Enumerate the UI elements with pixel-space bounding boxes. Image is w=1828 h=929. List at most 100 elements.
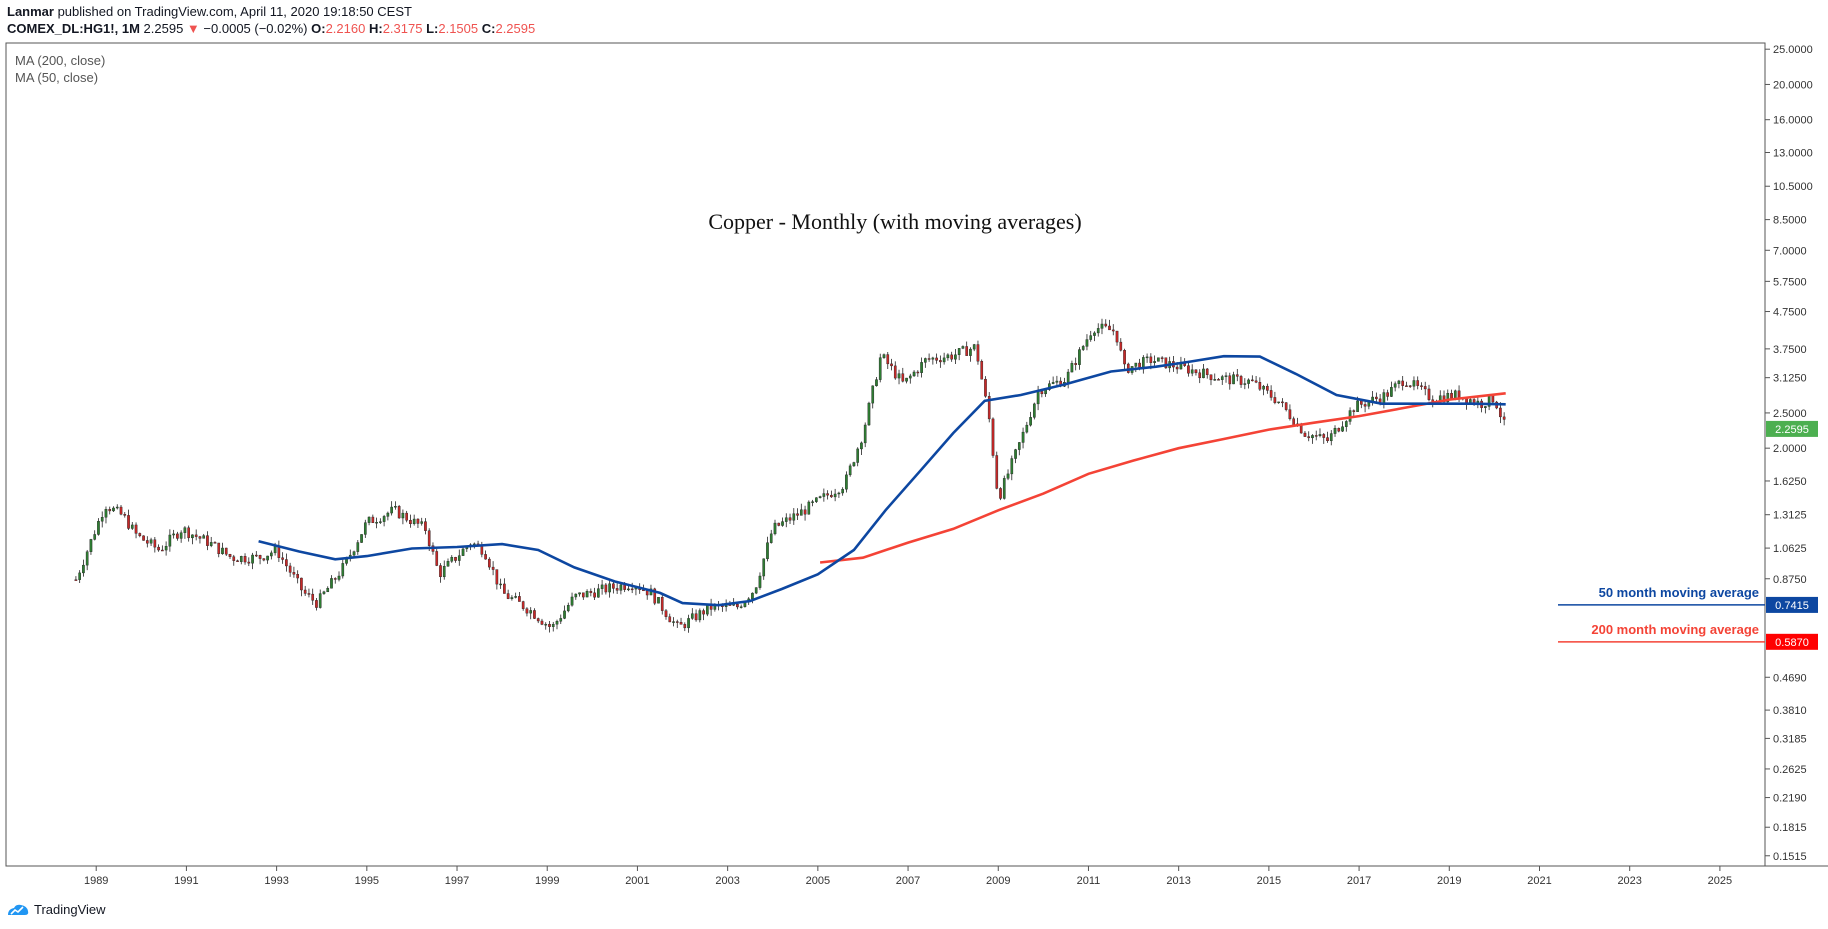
candle (450, 557, 454, 562)
candle (142, 535, 145, 541)
candle (119, 506, 123, 515)
candle (878, 357, 882, 380)
time-tick-label: 1989 (84, 875, 108, 887)
candle (969, 348, 972, 356)
candle (379, 521, 382, 523)
candle (412, 518, 416, 525)
candle (1081, 346, 1085, 350)
candle (1160, 357, 1164, 359)
candle (1115, 330, 1119, 343)
candle (296, 574, 299, 579)
candle (123, 514, 127, 516)
candle (1202, 368, 1205, 379)
candle (950, 354, 953, 360)
time-tick-label: 2023 (1617, 875, 1641, 887)
candle (1499, 407, 1502, 418)
candle (318, 593, 322, 608)
candle (570, 596, 574, 606)
price-tick-label: 0.1815 (1773, 822, 1807, 834)
price-tick-label: 16.0000 (1773, 115, 1813, 127)
symbol-info-bar: COMEX_DL:HG1!, 1M 2.2595 ▼ −0.0005 (−0.0… (7, 21, 535, 36)
candle (397, 506, 401, 519)
legend-ma200[interactable]: MA (200, close) (15, 53, 106, 68)
legend-ma50[interactable]: MA (50, close) (15, 70, 99, 85)
candle (995, 455, 999, 489)
candle (130, 524, 134, 529)
candle (1096, 328, 1100, 334)
ma200-line[interactable] (819, 392, 1506, 564)
candle (206, 535, 209, 546)
candle (409, 520, 412, 525)
candle (916, 371, 920, 374)
candle (172, 533, 175, 536)
candle (454, 557, 457, 561)
price-tick-label: 3.7500 (1773, 344, 1807, 356)
candle (495, 569, 499, 585)
candle (311, 593, 315, 601)
price-tick-label: 3.1250 (1773, 373, 1807, 385)
candle (1119, 341, 1123, 351)
chart-title: Copper - Monthly (with moving averages) (708, 209, 1081, 234)
candle (217, 542, 221, 555)
symbol-name[interactable]: COMEX_DL:HG1!, 1M (7, 21, 140, 36)
candle (1303, 432, 1307, 437)
candle (822, 493, 826, 497)
candle (852, 462, 856, 467)
candle (935, 357, 938, 361)
candle (1187, 365, 1190, 374)
price-tick-label: 0.2625 (1773, 764, 1807, 776)
candle (435, 551, 439, 566)
candle (1089, 335, 1093, 340)
candle (555, 621, 559, 625)
candle (1326, 437, 1329, 442)
candle (882, 354, 886, 358)
time-tick-label: 1995 (355, 875, 379, 887)
price-tick-label: 0.8750 (1773, 574, 1807, 586)
candle (600, 584, 604, 589)
candle (243, 556, 247, 563)
candle (503, 583, 506, 594)
candle (1123, 350, 1126, 365)
candle (1412, 380, 1416, 387)
ma50-value-badge (1766, 596, 1818, 613)
candle (1100, 323, 1104, 329)
price-tick-label: 0.1515 (1773, 851, 1807, 863)
time-tick-label: 2025 (1708, 875, 1732, 887)
candle (657, 597, 660, 604)
last-price-badge (1766, 420, 1818, 437)
ma50-line[interactable] (258, 354, 1506, 607)
candle (115, 506, 119, 509)
candle (183, 527, 187, 533)
candle (127, 515, 130, 529)
candle (157, 546, 160, 551)
candle (525, 608, 529, 614)
candle (1074, 363, 1078, 365)
tradingview-brand[interactable]: TradingView (6, 902, 106, 917)
candle (653, 588, 657, 604)
candle (664, 610, 668, 617)
price-tick-label: 25.0000 (1773, 44, 1813, 56)
candle (337, 575, 341, 580)
price-tick-label: 0.2190 (1773, 793, 1807, 805)
time-tick-label: 2005 (806, 875, 830, 887)
candle (875, 379, 878, 387)
candle (1190, 369, 1194, 374)
candle (1393, 383, 1397, 388)
candle (1198, 372, 1202, 379)
candle (1386, 392, 1389, 397)
candle (1224, 375, 1228, 377)
candle (1228, 375, 1232, 385)
author-name[interactable]: Lanmar (7, 4, 54, 19)
candle (1401, 380, 1405, 386)
candle (386, 512, 390, 517)
candle (980, 361, 984, 380)
candle (239, 556, 243, 562)
candle (1157, 357, 1160, 362)
candle (803, 509, 807, 515)
price-tick-label: 0.4690 (1773, 672, 1807, 684)
candle (777, 522, 781, 526)
ma50-annotation-label: 50 month moving average (1599, 585, 1759, 600)
candle (1070, 363, 1074, 373)
candle (112, 507, 115, 512)
